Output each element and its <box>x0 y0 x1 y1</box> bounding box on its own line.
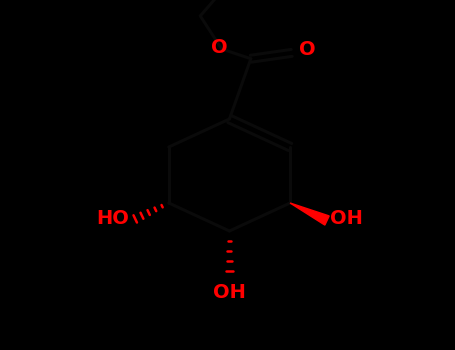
Polygon shape <box>290 203 329 225</box>
Text: O: O <box>298 40 315 59</box>
Text: OH: OH <box>213 283 246 302</box>
Text: HO: HO <box>96 209 129 228</box>
Text: OH: OH <box>330 209 363 228</box>
Text: O: O <box>212 37 228 57</box>
